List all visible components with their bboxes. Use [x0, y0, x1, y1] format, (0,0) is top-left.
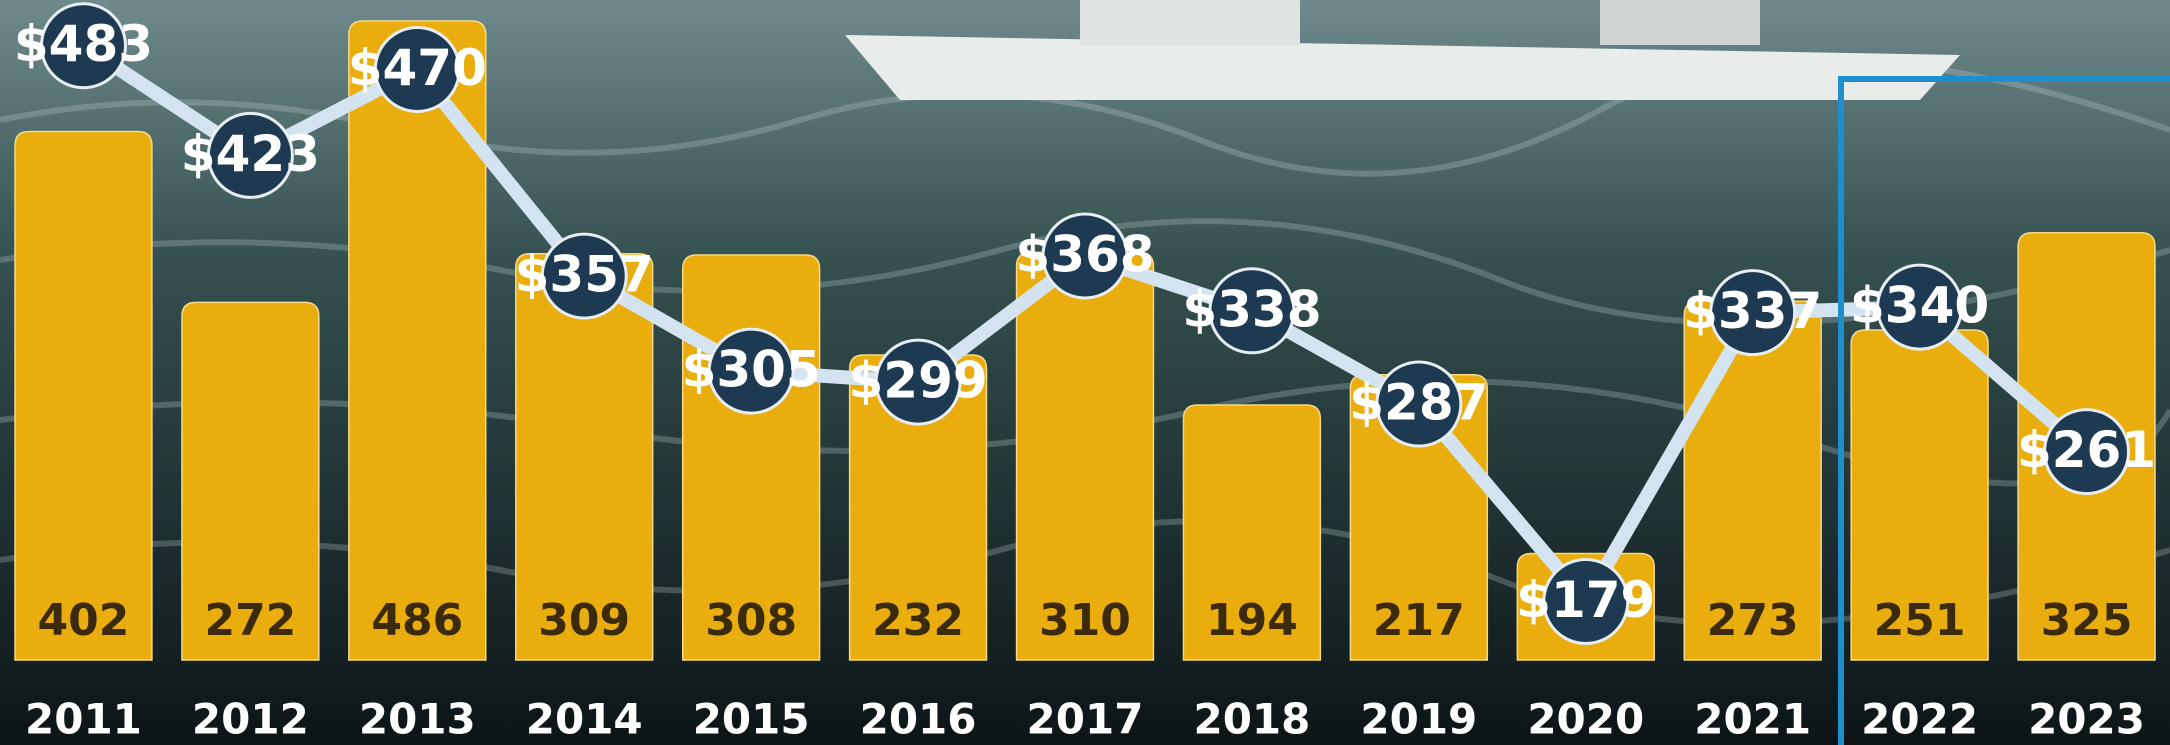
bar-value-label: 402	[38, 595, 130, 646]
bar-value-label: 310	[1039, 595, 1131, 646]
line-value-label: $338	[1182, 280, 1321, 338]
bar-value-label: 273	[1707, 595, 1799, 646]
x-tick-label: 2023	[2028, 695, 2145, 744]
x-tick-label: 2015	[693, 695, 810, 744]
x-tick-label: 2011	[25, 695, 142, 744]
x-tick-label: 2013	[359, 695, 476, 744]
x-tick-label: 2014	[526, 695, 643, 744]
x-tick-label: 2012	[192, 695, 309, 744]
line-value-label: $299	[848, 352, 987, 410]
line-value-label: $470	[348, 39, 487, 97]
bar-value-label: 194	[1206, 595, 1298, 646]
x-tick-label: 2017	[1027, 695, 1144, 744]
line-value-label: $337	[1683, 282, 1822, 340]
x-tick-label: 2022	[1861, 695, 1978, 744]
line-value-label: $483	[14, 15, 153, 73]
bar-value-label: 309	[538, 595, 630, 646]
line-value-label: $287	[1349, 374, 1488, 432]
bar-value-label: 217	[1373, 595, 1465, 646]
x-tick-label: 2018	[1193, 695, 1310, 744]
page: 2011 2012 2013 2014 2015 2016 2017 2018 2019 2020…	[0, 0, 2170, 745]
x-tick-label: 2019	[1360, 695, 1477, 744]
line-value-label: $305	[682, 341, 821, 399]
bar-value-label: 272	[204, 595, 296, 646]
line-value-label: $261	[2017, 421, 2156, 479]
bar	[15, 131, 152, 660]
x-tick-label: 2016	[860, 695, 977, 744]
x-tick-label: 2021	[1694, 695, 1811, 744]
bar	[349, 21, 486, 660]
bar-value-label: 325	[2041, 595, 2133, 646]
line-value-label: $357	[515, 246, 654, 304]
line-value-label: $423	[181, 125, 320, 183]
bar-value-label: 486	[371, 595, 463, 646]
bar-value-label: 308	[705, 595, 797, 646]
chart: 2011 2012 2013 2014 2015 2016 2017 2018 2019 2020…	[0, 0, 2170, 745]
line-value-label: $179	[1516, 571, 1655, 629]
line-value-label: $368	[1015, 225, 1154, 283]
x-tick-label: 2020	[1527, 695, 1644, 744]
bar-value-label: 251	[1874, 595, 1966, 646]
bar-value-label: 232	[872, 595, 964, 646]
line-value-label: $340	[1850, 277, 1989, 335]
